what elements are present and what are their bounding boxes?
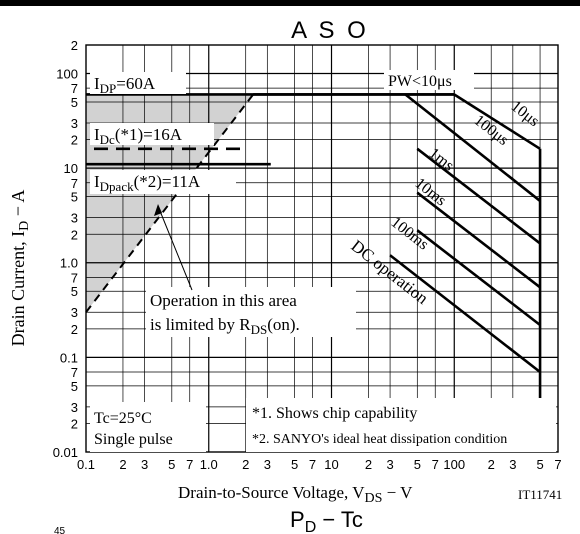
x-tick-label: 7 bbox=[186, 457, 193, 472]
x-tick-label: 10 bbox=[324, 457, 338, 472]
x-tick-label: 2 bbox=[488, 457, 495, 472]
x-tick-labels: 0.1 2 3 5 7 1.0 2 3 5 7 10 2 3 5 7 100 2 3 5 7 bbox=[77, 457, 562, 472]
cond-box bbox=[90, 402, 206, 452]
x-tick-label: 100 bbox=[443, 457, 465, 472]
x-tick-label: 7 bbox=[432, 457, 439, 472]
y-tick-label: 5 bbox=[71, 190, 78, 205]
idpack-label: IDpack(*2)=11A bbox=[94, 172, 201, 194]
y-tick-label: 5 bbox=[71, 379, 78, 394]
y-tick-label: 5 bbox=[71, 95, 78, 110]
curve-label-pw: PW<10μs bbox=[388, 73, 452, 90]
y-tick-label: 0.1 bbox=[60, 350, 78, 365]
footnote-2: *2. SANYO's ideal heat dissipation condi… bbox=[252, 432, 507, 447]
idc-label: IDc(*1)=16A bbox=[94, 125, 183, 147]
y-tick-label: 2 bbox=[71, 38, 78, 53]
y-tick-label: 0.01 bbox=[53, 445, 78, 460]
x-tick-label: 1.0 bbox=[200, 457, 218, 472]
x-tick-label: 2 bbox=[119, 457, 126, 472]
y-tick-label: 7 bbox=[71, 176, 78, 191]
x-tick-label: 5 bbox=[536, 457, 543, 472]
figure-id: IT11741 bbox=[518, 487, 562, 502]
y-tick-label: 3 bbox=[71, 400, 78, 415]
series-line bbox=[85, 93, 254, 313]
y-tick-label: 2 bbox=[71, 227, 78, 242]
y-tick-label: 7 bbox=[71, 270, 78, 285]
rds-note-line2: is limited by RDS(on). bbox=[150, 315, 300, 337]
series-line bbox=[416, 229, 541, 326]
x-tick-label: 3 bbox=[386, 457, 393, 472]
x-tick-label: 2 bbox=[242, 457, 249, 472]
cond-temp: Tc=25°C bbox=[94, 410, 152, 427]
y-tick-label: 3 bbox=[71, 116, 78, 131]
x-tick-label: 5 bbox=[168, 457, 175, 472]
y-tick-label: 7 bbox=[71, 365, 78, 380]
next-chart-partial-tick: 45 bbox=[54, 526, 66, 534]
next-chart-title: PD − Tc bbox=[290, 507, 363, 534]
y-tick-label: 7 bbox=[71, 81, 78, 96]
idc-label-box bbox=[90, 123, 214, 145]
x-axis-label: Drain-to-Source Voltage, VDS − V bbox=[178, 483, 413, 506]
top-rule bbox=[0, 0, 580, 6]
y-tick-label: 1.0 bbox=[60, 256, 78, 271]
rds-note-line1: Operation in this area bbox=[150, 291, 297, 310]
x-tick-label: 3 bbox=[141, 457, 148, 472]
current-limit-lines bbox=[86, 93, 455, 166]
rds-note-box bbox=[146, 287, 356, 337]
idp-label-box bbox=[90, 72, 186, 94]
curve-label-100ms: 100ms bbox=[388, 214, 432, 254]
y-tick-label: 2 bbox=[71, 417, 78, 432]
cond-pulse: Single pulse bbox=[94, 431, 173, 448]
x-tick-label: 3 bbox=[509, 457, 516, 472]
y-tick-label: 100 bbox=[56, 66, 78, 81]
y-tick-label: 2 bbox=[71, 322, 78, 337]
x-tick-label: 2 bbox=[365, 457, 372, 472]
curve-label-1ms: 1ms bbox=[426, 145, 457, 175]
series-line bbox=[404, 93, 541, 202]
x-tick-label: 0.1 bbox=[77, 457, 95, 472]
series-line bbox=[416, 147, 541, 245]
chart-title: A S O bbox=[291, 17, 369, 44]
notes-box bbox=[246, 398, 556, 452]
y-axis-label: Drain Current, ID − A bbox=[8, 190, 32, 347]
footnote-1: *1. Shows chip capability bbox=[252, 405, 417, 422]
pw-label-box bbox=[384, 70, 474, 90]
x-tick-label: 5 bbox=[414, 457, 421, 472]
y-tick-label: 3 bbox=[71, 305, 78, 320]
y-tick-label: 3 bbox=[71, 211, 78, 226]
x-tick-label: 5 bbox=[291, 457, 298, 472]
idp-label: IDP=60A bbox=[94, 74, 156, 96]
series-line bbox=[453, 93, 541, 150]
x-tick-label: 7 bbox=[309, 457, 316, 472]
x-tick-label: 7 bbox=[554, 457, 561, 472]
rds-arrow-shaft bbox=[157, 205, 193, 291]
series-line bbox=[389, 254, 541, 374]
y-tick-label: 2 bbox=[71, 133, 78, 148]
idpack-label-box bbox=[90, 170, 236, 194]
x-tick-label: 3 bbox=[264, 457, 271, 472]
rds-arrow-head bbox=[154, 204, 162, 216]
y-tick-label: 5 bbox=[71, 284, 78, 299]
y-tick-label: 10 bbox=[64, 161, 78, 176]
series-line bbox=[416, 191, 541, 289]
